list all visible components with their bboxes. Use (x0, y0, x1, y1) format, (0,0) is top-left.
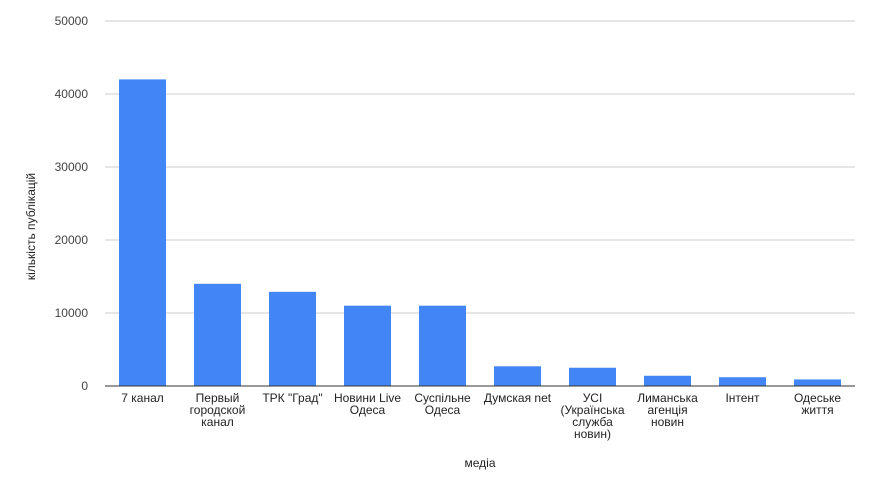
x-category-label-line: Думская net (484, 391, 552, 405)
bar (194, 283, 241, 386)
x-category-label-line: Лиманська (637, 391, 698, 405)
x-category-label-line: ТРК "Град" (262, 391, 322, 405)
x-category-label-line: УСІ (583, 391, 603, 405)
y-axis-ticks: 0 10000 20000 30000 40000 50000 (55, 14, 89, 393)
y-axis-title: кількість публікацій (24, 173, 38, 280)
x-category-label-line: Одеса (350, 403, 386, 417)
x-category-label-line: канал (201, 415, 234, 429)
x-category-label: Первый городской канал (190, 391, 246, 429)
x-category-label: Лиманська агенція новин (637, 391, 698, 429)
y-tick-label: 10000 (55, 306, 89, 320)
bar (419, 305, 466, 386)
x-category-label: 7 канал (121, 391, 164, 405)
x-category-label: УСІ (Українська служба новин) (560, 391, 624, 441)
x-category-label-line: Інтент (725, 391, 760, 405)
x-category-label-line: Первый (196, 391, 240, 405)
bar (494, 366, 541, 386)
x-category-label-line: Новини Live (334, 391, 401, 405)
y-tick-label: 0 (81, 379, 88, 393)
x-category-label-line: агенція (647, 403, 687, 417)
x-category-label: Одеське життя (794, 391, 841, 417)
x-category-label: Інтент (725, 391, 760, 405)
x-category-label-line: Одеса (425, 403, 461, 417)
x-category-label-line: Суспільне (414, 391, 471, 405)
x-category-label-line: городской (190, 403, 246, 417)
bar (119, 79, 166, 387)
y-tick-label: 20000 (55, 233, 89, 247)
x-category-label: Думская net (484, 391, 552, 405)
x-category-label: Суспільне Одеса (414, 391, 471, 417)
x-category-label-line: служба (572, 415, 613, 429)
x-category-label-line: новин (651, 415, 684, 429)
x-category-label-line: новин) (574, 427, 611, 441)
bar (344, 305, 391, 386)
x-category-label-line: (Українська (560, 403, 624, 417)
bar (269, 291, 316, 386)
bar (569, 367, 616, 386)
x-axis-title: медіа (464, 456, 495, 470)
x-category-label-line: Одеське (794, 391, 841, 405)
bars (119, 79, 841, 387)
bar (719, 377, 766, 386)
x-category-label: Новини Live Одеса (334, 391, 401, 417)
gridlines (105, 20, 855, 314)
x-category-label: ТРК "Град" (262, 391, 322, 405)
x-axis-categories: 7 канал Первый городской канал ТРК "Град" Нов… (121, 391, 841, 441)
y-tick-label: 40000 (55, 87, 89, 101)
bar (644, 375, 691, 386)
x-category-label-line: життя (801, 403, 833, 417)
y-tick-label: 50000 (55, 14, 89, 28)
y-tick-label: 30000 (55, 160, 89, 174)
bar (794, 379, 841, 386)
x-category-label-line: 7 канал (121, 391, 164, 405)
